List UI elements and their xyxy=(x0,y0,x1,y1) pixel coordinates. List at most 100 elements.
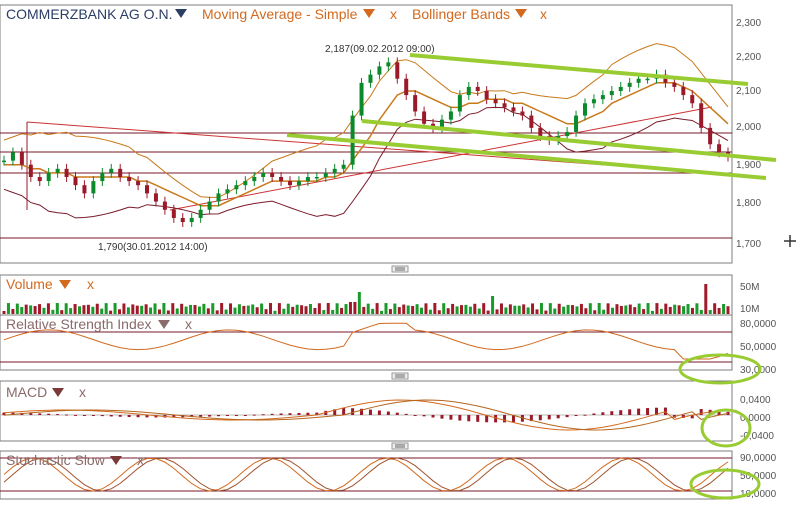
volume-bar xyxy=(220,303,224,314)
rsi-tick: 80,0000 xyxy=(740,319,777,330)
macd-hist-bar xyxy=(109,415,113,417)
volume-bar xyxy=(575,306,579,314)
overlay-ma-remove[interactable]: x xyxy=(390,6,397,22)
rsi-remove[interactable]: x xyxy=(185,316,192,332)
candle-body xyxy=(359,82,364,116)
price-tick: 1,800 xyxy=(736,198,761,209)
macd-hist-bar xyxy=(136,415,140,418)
volume-title[interactable]: Volume xyxy=(6,276,53,292)
rsi-panel-frame xyxy=(0,314,733,371)
candle-body xyxy=(55,168,60,173)
candle-body xyxy=(37,177,42,182)
macd-hist-bar xyxy=(172,415,176,418)
splitter-handle[interactable] xyxy=(391,265,409,273)
volume-bar xyxy=(531,303,535,314)
volume-bar xyxy=(508,304,512,314)
candle-body xyxy=(279,177,284,182)
volume-bar xyxy=(566,304,570,314)
volume-bar xyxy=(579,303,583,314)
volume-bar xyxy=(548,303,552,314)
candle-body xyxy=(699,103,704,128)
price-tick: 2,300 xyxy=(736,18,761,29)
instrument-dropdown-icon[interactable] xyxy=(175,9,187,18)
candle-body xyxy=(708,127,713,145)
macd-hist-bar xyxy=(333,409,337,415)
volume-bar xyxy=(353,302,357,314)
highlight-ellipse-macd xyxy=(700,408,752,448)
overlay-bb-label[interactable]: Bollinger Bands xyxy=(412,6,510,22)
volume-bar xyxy=(420,307,424,314)
volume-bar xyxy=(206,308,210,314)
volume-bar xyxy=(646,303,650,314)
crosshair-icon[interactable] xyxy=(784,235,796,247)
candle-body xyxy=(296,181,301,186)
overlay-bb-remove[interactable]: x xyxy=(540,6,547,22)
macd-hist-bar xyxy=(279,413,283,415)
rsi-dropdown-icon[interactable] xyxy=(158,320,170,329)
volume-bar xyxy=(593,310,597,314)
stoch-dropdown-icon[interactable] xyxy=(110,456,122,465)
volume-bar xyxy=(437,310,441,314)
volume-bar xyxy=(313,308,317,314)
overlay-ma-label[interactable]: Moving Average - Simple xyxy=(202,6,358,22)
candle-body xyxy=(448,111,453,120)
candle-body xyxy=(466,86,471,96)
volume-bar xyxy=(695,303,699,314)
stoch-remove[interactable]: x xyxy=(137,452,144,468)
instrument-title[interactable]: COMMERZBANK AG O.N. xyxy=(6,6,172,22)
splitter-handle[interactable] xyxy=(391,372,409,380)
candle-body xyxy=(609,91,614,96)
candle-body xyxy=(574,115,579,132)
splitter-handle[interactable] xyxy=(391,442,409,450)
candle-body xyxy=(627,82,632,87)
overlay-ma-dropdown-icon[interactable] xyxy=(363,9,375,18)
volume-bar xyxy=(95,303,99,314)
candle-body xyxy=(511,107,516,112)
volume-bar xyxy=(588,303,592,314)
volume-bar xyxy=(459,305,463,314)
macd-hist-bar xyxy=(217,415,221,417)
stoch-title[interactable]: Stochastic Slow xyxy=(6,452,106,468)
volume-bar xyxy=(308,304,312,314)
volume-bar xyxy=(322,310,326,314)
volume-remove[interactable]: x xyxy=(87,276,94,292)
price-panel-frame xyxy=(0,4,733,264)
candle-body xyxy=(10,152,15,161)
macd-hist-bar xyxy=(699,409,703,415)
macd-hist-bar xyxy=(529,415,533,422)
macd-hist-bar xyxy=(547,415,551,420)
volume-bar xyxy=(522,304,526,314)
rsi-title[interactable]: Relative Strength Index xyxy=(6,316,152,332)
macd-title[interactable]: MACD xyxy=(6,384,47,400)
macd-hist-bar xyxy=(690,415,694,419)
volume-bar xyxy=(20,307,24,314)
volume-bar xyxy=(513,305,517,314)
overlay-bb-dropdown-icon[interactable] xyxy=(515,9,527,18)
candle-body xyxy=(127,177,132,182)
volume-dropdown-icon[interactable] xyxy=(59,280,71,289)
macd-hist-bar xyxy=(360,408,364,415)
volume-bar xyxy=(229,303,233,314)
macd-dropdown-icon[interactable] xyxy=(52,388,64,397)
candle-body xyxy=(717,144,722,153)
volume-bar xyxy=(677,305,681,314)
volume-bar xyxy=(300,305,304,314)
volume-bar xyxy=(393,303,397,314)
macd-hist-bar xyxy=(654,407,658,415)
macd-hist-bar xyxy=(100,415,104,417)
macd-hist-bar xyxy=(243,415,247,416)
price-axis: 2,300 2,200 2,100 2,000 1,900 1,800 1,70… xyxy=(736,18,761,250)
volume-bar xyxy=(304,306,308,314)
stoch-tick: 50,0000 xyxy=(740,471,777,482)
volume-bar xyxy=(86,304,90,314)
volume-bar xyxy=(109,310,113,314)
volume-bar xyxy=(140,305,144,314)
volume-bar xyxy=(357,292,361,314)
volume-bar xyxy=(344,304,348,314)
macd-remove[interactable]: x xyxy=(79,384,86,400)
volume-bar xyxy=(433,303,437,314)
highlight-ellipse-stoch xyxy=(689,468,761,500)
volume-bar xyxy=(411,305,415,314)
macd-hist-bar xyxy=(56,414,60,416)
